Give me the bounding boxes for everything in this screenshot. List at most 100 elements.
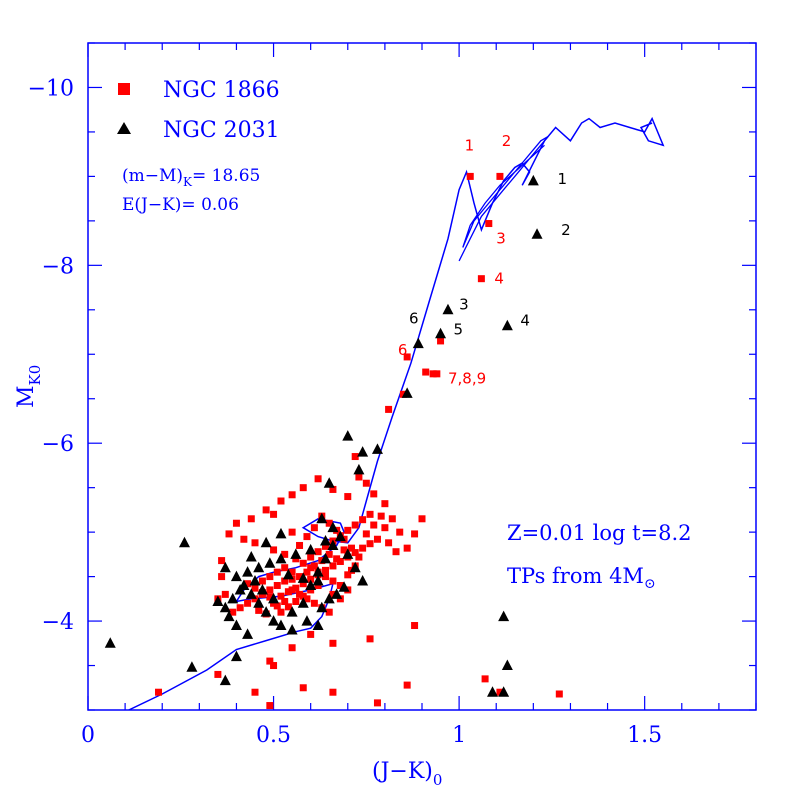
ngc1866-point — [418, 515, 426, 523]
ngc1866-point — [396, 528, 404, 536]
ngc1866-point — [377, 512, 385, 520]
ngc1866-point — [266, 702, 274, 710]
ngc1866-point — [299, 592, 307, 600]
ngc1866-point — [359, 516, 367, 524]
legend-label-ngc1866: NGC 1866 — [163, 78, 280, 103]
ngc2031-point — [331, 588, 343, 599]
ngc2031-point — [219, 601, 231, 613]
ngc2031-point — [230, 570, 242, 582]
ngc2031-point — [245, 551, 257, 562]
ngc2031-point — [253, 597, 265, 608]
ngc1866-point — [281, 550, 289, 558]
ngc1866-point — [221, 590, 229, 598]
ngc1866-point — [388, 515, 396, 523]
ngc1866-point — [325, 608, 333, 616]
ngc2031-point — [260, 606, 272, 617]
ngc1866-point — [329, 485, 337, 493]
ngc1866-star-label: 7,8,9 — [448, 369, 486, 387]
legend: NGC 1866 NGC 2031 — [117, 78, 280, 143]
ngc1866-point — [351, 521, 359, 529]
ngc1866-point — [299, 484, 307, 492]
ngc1866-point — [292, 584, 300, 592]
ngc1866-point — [229, 608, 237, 616]
ngc2031-point — [334, 530, 346, 542]
ngc1866-point — [322, 566, 330, 574]
ngc1866-point — [307, 564, 315, 572]
ngc1866-point — [385, 539, 393, 547]
ngc2031-point — [312, 575, 324, 586]
ngc1866-point — [277, 592, 285, 600]
ngc1866-point — [310, 524, 318, 532]
ngc1866-point — [299, 684, 307, 692]
ngc1866-point — [496, 172, 504, 180]
legend-label-ngc2031: NGC 2031 — [163, 118, 280, 143]
ngc1866-point — [496, 688, 504, 696]
ngc2031-point — [487, 686, 499, 697]
ngc2031-point — [316, 601, 328, 613]
x-tick-label: 1 — [452, 723, 466, 748]
ngc2031-point — [353, 463, 365, 475]
ngc2031-point — [312, 619, 324, 631]
ngc1866-point — [244, 599, 252, 607]
axis-ticks — [87, 42, 757, 711]
axis-tick-labels: 0 0.5 1 1.5 −10 −8 −6 −4 — [28, 76, 663, 748]
ngc2031-point — [256, 583, 268, 595]
ngc2031-point — [245, 588, 257, 599]
ngc2031-point — [498, 686, 510, 697]
y-tick-label: −8 — [42, 254, 74, 279]
ngc1866-point — [399, 390, 407, 398]
ngc2031-point — [242, 628, 254, 639]
ngc2031-point — [305, 579, 317, 590]
ngc1866-point — [270, 546, 278, 554]
ngc1866-point — [314, 548, 322, 556]
ngc1866-point — [284, 588, 292, 596]
ngc2031-point — [242, 566, 254, 577]
legend-square-marker — [118, 83, 130, 95]
ngc1866-point — [329, 688, 337, 696]
ngc1866-point — [344, 526, 352, 534]
ngc1866-point — [333, 555, 341, 563]
ngc1866-point — [325, 519, 333, 527]
ngc1866-point — [411, 530, 419, 538]
ngc1866-point — [288, 586, 296, 594]
ngc1866-star-label: 1 — [465, 136, 475, 154]
ngc1866-point — [288, 528, 296, 536]
ngc1866-point — [373, 699, 381, 707]
ngc2031-point — [401, 387, 413, 398]
ngc1866-point — [284, 603, 292, 611]
ngc2031-point — [178, 536, 190, 548]
ngc1866-point — [381, 500, 389, 508]
ngc1866-point — [310, 599, 318, 607]
ngc2031-point — [260, 536, 272, 548]
ngc1866-point — [296, 590, 304, 598]
ngc2031-point — [297, 572, 309, 583]
ngc1866-point — [288, 644, 296, 652]
ngc1866-point — [251, 539, 259, 547]
ngc1866-point — [403, 544, 411, 552]
ngc1866-point — [362, 530, 370, 538]
ngc1866-point — [258, 577, 266, 585]
ngc2031-point — [498, 610, 510, 622]
ngc1866-point — [325, 550, 333, 558]
ngc2031-point — [253, 561, 265, 573]
y-tick-label: −10 — [28, 76, 74, 101]
ngc2031-point — [312, 566, 324, 577]
ngc1866-point — [481, 675, 489, 683]
ngc1866-point — [240, 535, 248, 543]
ngc1866-star-label: 3 — [496, 230, 506, 248]
y-tick-label: −6 — [42, 432, 74, 457]
ngc1866-point — [281, 564, 289, 572]
ngc2031-point — [305, 543, 317, 555]
ngc1866-point — [310, 562, 318, 570]
ngc1866-point — [392, 548, 400, 556]
ngc2031-point — [104, 637, 116, 648]
ngc1866-point — [247, 515, 255, 523]
ngc1866-star-label: 2 — [502, 132, 512, 150]
ngc2031-point — [268, 592, 280, 604]
ngc1866-point — [214, 670, 222, 678]
ngc2031-point — [286, 606, 298, 617]
ngc2031-point — [275, 527, 287, 539]
ngc1866-point — [270, 662, 278, 670]
ngc2031-point — [219, 561, 231, 573]
ngc1866-point — [225, 530, 233, 538]
